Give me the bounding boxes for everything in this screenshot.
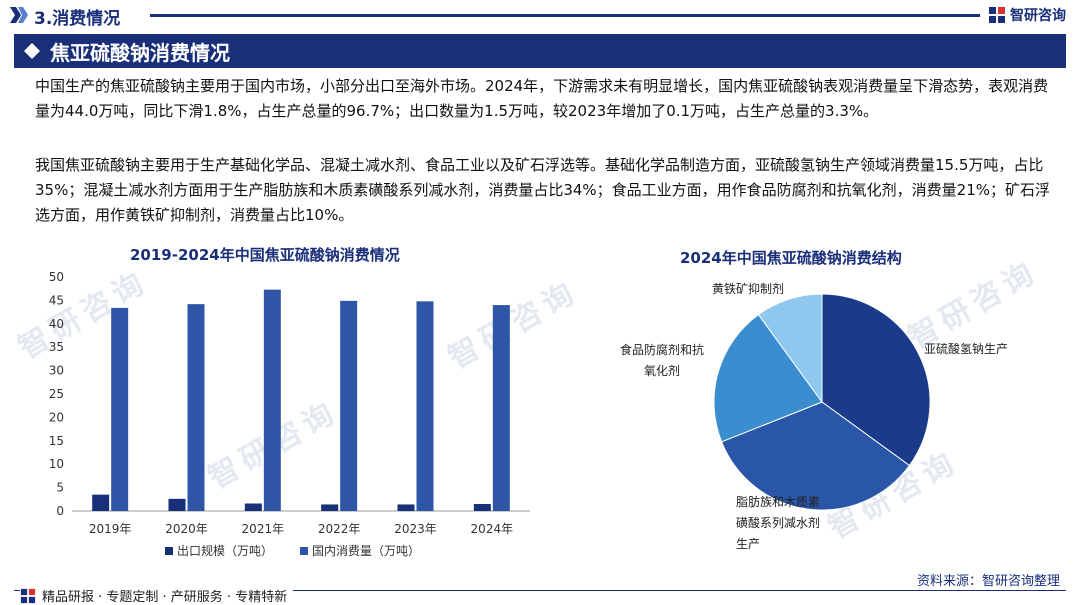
brand: 智研咨询 [988, 5, 1066, 25]
legend-swatch [300, 547, 308, 555]
y-tick-label: 30 [49, 364, 64, 378]
y-tick-label: 45 [49, 293, 64, 307]
double-chevron-icon [10, 7, 28, 23]
pie-slice [720, 401, 911, 511]
bar-chart: 0 5 10 15 20 25 30 35 40 45 50 2019年 2020年 2021年 2022年… [49, 270, 530, 558]
pie-label: 食品防腐剂和抗氧化剂 [620, 342, 704, 378]
pie-slice [821, 293, 931, 467]
y-tick-label: 5 [56, 481, 64, 495]
pie-label: 亚硫酸氢钠生产 [924, 341, 1008, 356]
y-tick-label: 0 [56, 504, 64, 518]
brand-logo-icon [989, 7, 1005, 23]
paragraph-overview: 中国生产的焦亚硫酸钠主要用于国内市场，小部分出口至海外市场。2024年，下游需求… [35, 77, 1049, 120]
bar-domestic [340, 300, 358, 511]
bar-export [168, 498, 186, 511]
bar-export [473, 503, 491, 511]
section-title: 3.消费情况 [34, 9, 121, 29]
x-tick-label: 2020年 [165, 522, 208, 536]
y-tick-label: 20 [49, 410, 64, 424]
bar-domestic [263, 289, 281, 511]
bar-export [397, 504, 415, 511]
y-tick-label: 40 [49, 317, 64, 331]
y-tick-label: 50 [49, 270, 64, 284]
pie-slice [713, 313, 823, 443]
banner-title: 焦亚硫酸钠消费情况 [50, 41, 230, 65]
pie-label: 黄铁矿抑制剂 [712, 281, 784, 296]
brand-name: 智研咨询 [1010, 8, 1066, 24]
y-tick-label: 25 [49, 387, 64, 401]
y-tick-label: 10 [49, 457, 64, 471]
bar-domestic [492, 305, 510, 511]
pie-label: 脂肪族和木质素磺酸系列减水剂生产 [736, 494, 820, 551]
bar-chart-title: 2019-2024年中国焦亚硫酸钠消费情况 [130, 246, 400, 264]
bar-domestic [111, 307, 129, 511]
y-tick-label: 15 [49, 434, 64, 448]
x-tick-label: 2023年 [394, 522, 437, 536]
top-bar: 3.消费情况 智研咨询 [0, 0, 1080, 30]
x-tick-label: 2021年 [242, 522, 285, 536]
x-tick-label: 2022年 [318, 522, 361, 536]
pie-slice [757, 293, 823, 404]
bar-domestic [416, 301, 434, 511]
pie-chart-title: 2024年中国焦亚硫酸钠消费结构 [680, 249, 902, 267]
y-tick-label: 35 [49, 340, 64, 354]
diamond-icon [24, 43, 40, 59]
paragraph-structure: 我国焦亚硫酸钠主要用于生产基础化学品、混凝土减水剂、食品工业以及矿石浮选等。基础… [35, 156, 1051, 224]
legend-swatch [165, 547, 173, 555]
source-note: 资料来源：智研咨询整理 [916, 574, 1060, 589]
x-tick-label: 2024年 [471, 522, 514, 536]
x-tick-label: 2019年 [89, 522, 132, 536]
footer-services: 精品研报 · 专题定制 · 产研服务 · 专精特新 [20, 586, 294, 605]
legend-label: 出口规模（万吨） [177, 543, 273, 558]
bar-export [92, 494, 110, 511]
legend-label: 国内消费量（万吨） [312, 544, 420, 558]
footer-services-text: 精品研报 · 专题定制 · 产研服务 · 专精特新 [42, 590, 288, 605]
footer-rule [14, 590, 1066, 591]
bar-export [321, 504, 339, 511]
title-banner: 焦亚硫酸钠消费情况 [14, 34, 1066, 68]
bar-export [244, 503, 262, 511]
footer-logo-icon [20, 588, 36, 603]
top-rule [150, 14, 980, 17]
bar-domestic [187, 304, 205, 511]
